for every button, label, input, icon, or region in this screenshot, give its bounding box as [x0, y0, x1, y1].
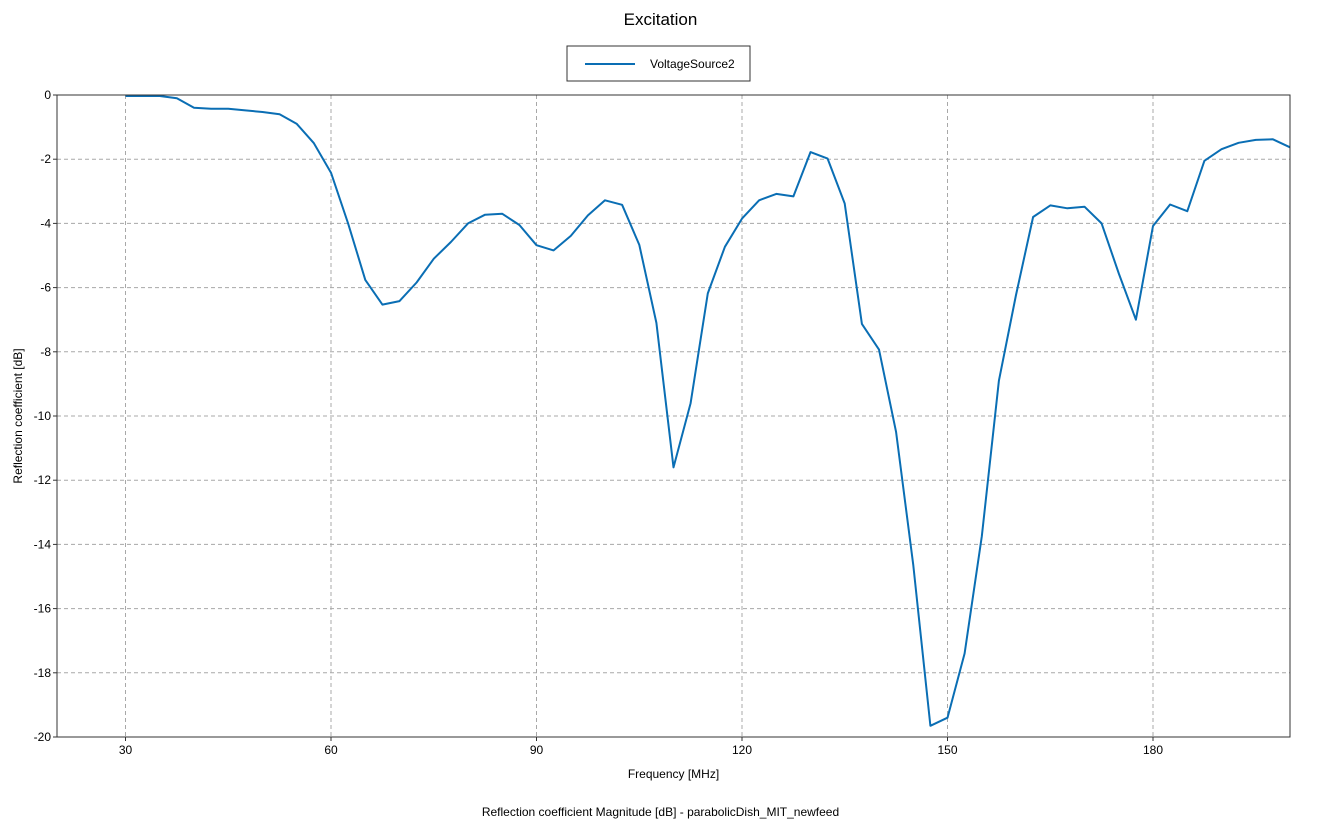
y-tick-label: -20 — [34, 730, 52, 744]
y-tick-label: -16 — [34, 602, 52, 616]
y-tick-label: -2 — [40, 152, 51, 166]
legend-entry-voltagesource2: VoltageSource2 — [650, 57, 735, 71]
grid-lines — [57, 95, 1290, 737]
chart-title: Excitation — [623, 10, 698, 29]
x-axis-label: Frequency [MHz] — [628, 767, 719, 781]
y-tick-label: -8 — [40, 345, 51, 359]
x-tick-label: 150 — [937, 743, 957, 757]
y-axis-label: Reflection coefficient [dB] — [11, 348, 25, 483]
y-tick-label: -12 — [34, 473, 52, 487]
y-tick-label: -14 — [34, 537, 52, 551]
y-tick-label: -6 — [40, 281, 51, 295]
x-tick-label: 60 — [324, 743, 338, 757]
series-layer — [125, 95, 1291, 727]
x-tick-label: 30 — [119, 743, 133, 757]
x-tick-label: 120 — [732, 743, 752, 757]
axis-ticks: 30 60 90 120 150 180 0 -2 -4 -6 -8 -10 -12 -14 -16 -18 -… — [34, 88, 1164, 757]
legend: VoltageSource2 — [566, 45, 751, 82]
x-tick-label: 90 — [530, 743, 544, 757]
y-tick-label: -18 — [34, 666, 52, 680]
x-tick-label: 180 — [1143, 743, 1163, 757]
y-tick-label: -10 — [34, 409, 52, 423]
series-line-voltagesource2 — [125, 95, 1291, 727]
plot-frame — [56, 94, 1291, 738]
y-tick-label: -4 — [40, 216, 51, 230]
y-tick-label: 0 — [44, 88, 51, 102]
chart-caption: Reflection coefficient Magnitude [dB] - … — [481, 805, 840, 819]
